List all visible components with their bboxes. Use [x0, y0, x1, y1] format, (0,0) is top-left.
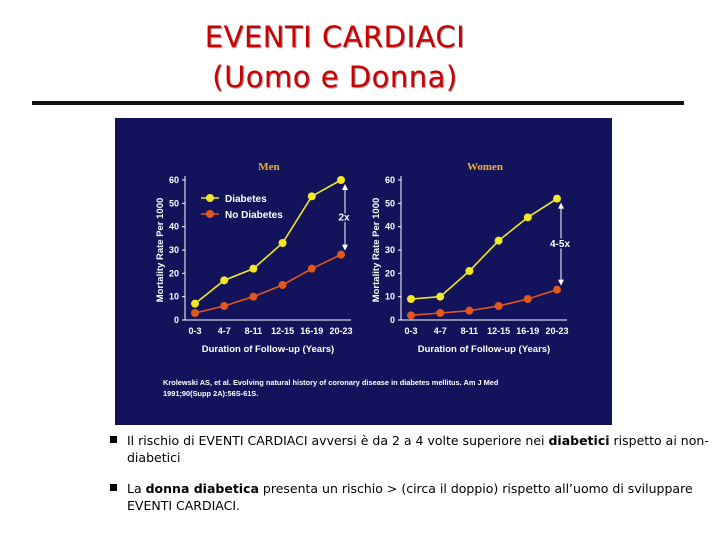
data-point — [220, 302, 229, 310]
x-tick-label: 8-11 — [461, 326, 479, 336]
y-tick-label: 30 — [169, 245, 179, 255]
y-axis-label: Mortality Rate Per 1000 — [155, 198, 166, 303]
chart-title: Women — [467, 161, 503, 173]
bullet-square-icon — [110, 436, 117, 443]
x-tick-label: 16-19 — [516, 326, 539, 336]
data-point — [436, 309, 445, 317]
data-point — [465, 306, 474, 315]
x-axis-label: Duration of Follow-up (Years) — [418, 344, 550, 355]
legend-marker — [206, 210, 214, 218]
bullet-item: Il rischio di EVENTI CARDIACI avversi è … — [110, 432, 710, 466]
mortality-charts: Men 0 10 20 30 40 50 60 0-3 4-7 8-11 12-15 16-19 20-2… — [155, 161, 572, 398]
data-point — [249, 292, 258, 301]
x-tick-label: 0-3 — [404, 326, 417, 336]
data-point — [553, 285, 561, 294]
legend-label: Diabetes — [225, 194, 267, 205]
data-point — [436, 292, 445, 301]
x-tick-label: 4-7 — [434, 326, 447, 336]
y-axis-label: Mortality Rate Per 1000 — [371, 198, 382, 303]
x-tick-label: 12-15 — [487, 326, 510, 336]
data-point — [407, 295, 415, 303]
legend-label: No Diabetes — [225, 210, 283, 221]
x-axis-label: Duration of Follow-up (Years) — [202, 344, 334, 355]
bullet-square-icon — [110, 484, 117, 491]
data-point — [307, 192, 316, 201]
y-tick-label: 40 — [169, 222, 179, 232]
data-point — [523, 295, 532, 303]
x-tick-label: 16-19 — [300, 326, 323, 336]
y-tick-label: 0 — [390, 315, 395, 325]
y-tick-label: 20 — [169, 268, 179, 278]
series-line — [194, 253, 342, 314]
y-tick-label: 50 — [169, 198, 179, 208]
x-tick-label: 8-11 — [245, 326, 263, 336]
y-tick-label: 60 — [169, 175, 179, 185]
series-line — [410, 197, 558, 300]
bullet-text-pre: La — [127, 481, 146, 496]
y-tick-label: 50 — [385, 198, 395, 208]
x-tick-label: 20-23 — [329, 326, 352, 336]
series-line — [410, 288, 558, 317]
y-tick-label: 30 — [385, 245, 395, 255]
bullet-item: La donna diabetica presenta un rischio >… — [110, 480, 710, 514]
chart-title: Men — [258, 161, 279, 173]
y-tick-label: 40 — [385, 222, 395, 232]
x-tick-label: 20-23 — [545, 326, 568, 336]
data-point — [191, 299, 199, 308]
bullet-list: Il rischio di EVENTI CARDIACI avversi è … — [110, 432, 710, 528]
slide-title: EVENTI CARDIACI — [204, 20, 466, 54]
x-tick-label: 12-15 — [271, 326, 294, 336]
ratio-arrow-head-up — [558, 202, 564, 209]
y-tick-label: 60 — [385, 175, 395, 185]
title-divider — [32, 101, 684, 105]
data-point — [278, 281, 287, 289]
bullet-text-pre: Il rischio di EVENTI CARDIACI avversi è … — [127, 433, 549, 448]
chart-panel: Men 0 10 20 30 40 50 60 0-3 4-7 8-11 12-15 16-19 20-2… — [115, 118, 612, 425]
data-point — [494, 236, 503, 245]
ratio-annotation: 4-5x — [550, 239, 570, 250]
y-tick-label: 10 — [385, 292, 395, 302]
ratio-annotation: 2x — [338, 212, 350, 223]
series-line — [194, 179, 342, 305]
data-point — [337, 176, 345, 184]
data-point — [407, 311, 415, 320]
legend-marker — [206, 194, 214, 202]
bullet-text-post: rispetto ai non-diabetici — [127, 433, 709, 465]
x-tick-label: 4-7 — [218, 326, 231, 336]
y-tick-label: 10 — [169, 292, 179, 302]
data-point — [191, 309, 199, 317]
data-point — [249, 264, 258, 273]
bullet-text-bold: donna diabetica — [145, 481, 259, 496]
bullet-text-bold: diabetici — [548, 433, 610, 448]
bullet-text-post: presenta un rischio > (circa il doppio) … — [127, 481, 693, 513]
slide-subtitle: (Uomo e Donna) — [212, 60, 458, 94]
y-tick-label: 20 — [385, 268, 395, 278]
data-point — [278, 239, 287, 247]
ratio-arrow-head-up — [342, 184, 348, 190]
data-point — [494, 302, 503, 310]
ratio-arrow-head-down — [342, 244, 348, 251]
data-point — [220, 276, 229, 285]
data-point — [523, 213, 532, 222]
citation-line-1: Krolewski AS, et al. Evolving natural hi… — [163, 378, 499, 387]
data-point — [337, 250, 345, 259]
data-point — [553, 194, 561, 203]
ratio-arrow-head-down — [558, 279, 564, 286]
y-tick-label: 0 — [174, 315, 179, 325]
citation-line-2: 1991;90(Supp 2A):56S-61S. — [163, 389, 258, 398]
data-point — [307, 264, 316, 273]
x-tick-label: 0-3 — [188, 326, 201, 336]
data-point — [465, 267, 474, 275]
